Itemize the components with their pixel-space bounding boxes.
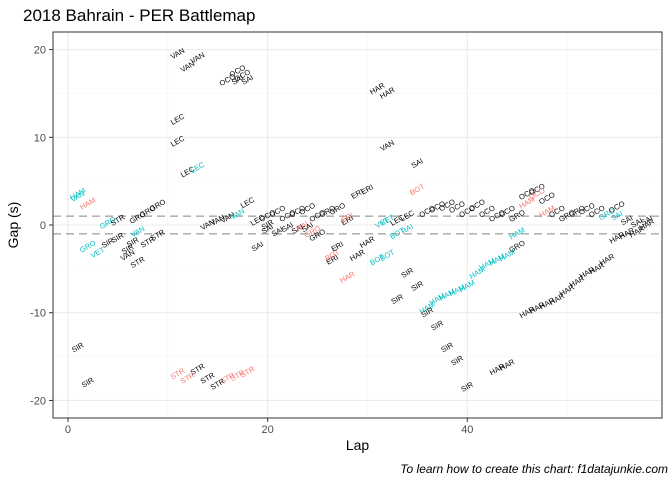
- y-tick-label: 0: [40, 220, 46, 232]
- x-axis-ticks: 0 20 40: [65, 418, 473, 436]
- y-axis-title: Gap (s): [5, 202, 21, 249]
- x-tick-label: 40: [461, 424, 473, 436]
- y-tick-label: -10: [30, 308, 46, 320]
- y-tick-label: -20: [30, 395, 46, 407]
- y-tick-label: 20: [34, 45, 46, 57]
- y-axis-ticks: -20 -10 0 10 20: [30, 45, 53, 407]
- x-axis-title: Lap: [346, 437, 370, 453]
- reference-lines: [53, 215, 662, 235]
- y-tick-label: 10: [34, 132, 46, 144]
- grid-lines: [53, 32, 662, 418]
- chart-caption: To learn how to create this chart: f1dat…: [400, 462, 668, 476]
- x-tick-label: 0: [65, 424, 71, 436]
- chart-title: 2018 Bahrain - PER Battlemap: [23, 6, 255, 25]
- x-tick-label: 20: [262, 424, 274, 436]
